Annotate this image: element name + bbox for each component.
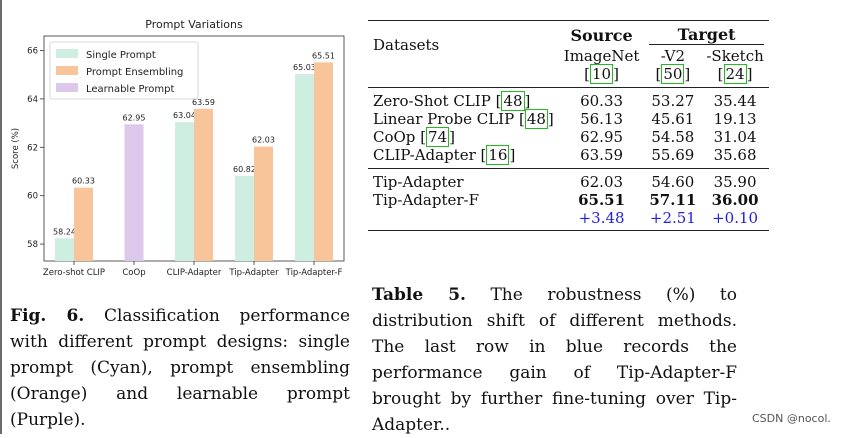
x-tick-label: Tip-Adapter (228, 268, 279, 278)
subheader-v2: -V2 (660, 47, 686, 65)
bar (175, 122, 194, 262)
header-target: Target (644, 20, 769, 45)
legend-box (49, 41, 199, 100)
table-subheader-row: ImageNet -V2 -Sketch (368, 45, 769, 65)
header-target-label: Target (649, 25, 764, 45)
value-cell: 54.58 (651, 128, 695, 146)
value-cell: 55.69 (651, 146, 695, 164)
page-left-border (0, 0, 2, 434)
figure-caption-text: Classification performance with differen… (10, 306, 351, 430)
x-tick-label: Zero-shot CLIP (43, 268, 105, 278)
bar (295, 73, 314, 261)
value-cell: 35.44 (701, 87, 769, 110)
legend-swatch (56, 83, 78, 92)
ref-sketch: [24] (717, 64, 753, 84)
method-cell: Zero-Shot CLIP [48] (368, 87, 559, 111)
value-cell: 60.33 (558, 87, 645, 110)
gain-cell: +2.51 (644, 209, 702, 231)
value-cell: 45.61 (651, 110, 695, 128)
value-cell: 53.27 (644, 87, 702, 110)
y-axis-label: Score (%) (11, 128, 21, 169)
chart-title: Prompt Variations (145, 18, 243, 31)
value-cell: 35.90 (701, 168, 769, 191)
table-row: Tip-Adapter 62.03 54.60 35.90 (368, 168, 769, 191)
legend-label: Learnable Prompt (86, 84, 174, 95)
ref-v2: [50] (655, 64, 691, 84)
table-row: Linear Probe CLIP [48] 56.13 45.61 19.13 (368, 109, 769, 129)
bar (314, 62, 333, 261)
bar (235, 175, 254, 261)
table-ref-row: [10] [50] [24] (368, 64, 769, 88)
figure-caption: Fig. 6. Classification performance with … (10, 303, 350, 433)
gain-cell: +3.48 (558, 209, 645, 231)
table-row: Zero-Shot CLIP [48] 60.33 53.27 35.44 (368, 87, 769, 111)
bar (55, 238, 74, 261)
y-tick-label: 62 (27, 143, 38, 153)
value-cell: 65.51 (578, 191, 626, 209)
prompt-variations-chart: Prompt Variations 58 60 62 64 66 Score (%) 58.2… (11, 18, 345, 278)
table-caption-text: The robustness (%) to distribution shift… (372, 285, 737, 435)
table-row: CLIP-Adapter [16] 63.59 55.69 35.68 (368, 145, 769, 169)
table-row: Tip-Adapter-F 65.51 57.11 36.00 (368, 191, 769, 209)
bar-data-label: 60.82 (233, 165, 256, 174)
bar-data-label: 63.59 (192, 98, 215, 107)
legend-swatch (56, 66, 78, 75)
value-cell: 56.13 (580, 110, 624, 128)
method-cell: Tip-Adapter-F (373, 191, 480, 209)
bar (74, 187, 93, 261)
bar (194, 108, 213, 262)
value-cell: 36.00 (711, 191, 759, 209)
bar-data-label: 62.95 (123, 113, 146, 122)
x-tick-label: Tip-Adapter-F (285, 268, 343, 278)
legend-swatch (56, 49, 78, 58)
subheader-sketch: -Sketch (706, 47, 764, 65)
value-cell: 62.95 (580, 128, 624, 146)
bar-data-label: 62.03 (252, 136, 275, 145)
bar-data-label: 65.03 (293, 63, 316, 72)
value-cell: 31.04 (713, 128, 757, 146)
robustness-table: Datasets Source Target ImageNet -V2 -Ske… (368, 20, 769, 231)
x-tick-label: CLIP-Adapter (167, 268, 222, 278)
y-tick-label: 64 (27, 95, 38, 105)
watermark: CSDN @nocol. (752, 412, 831, 425)
table-row: CoOp [74] 62.95 54.58 31.04 (368, 127, 769, 147)
method-cell: Linear Probe CLIP [48] (373, 109, 554, 129)
ref-imagenet: [10] (584, 64, 619, 84)
header-source: Source (558, 20, 645, 45)
method-cell: Tip-Adapter (368, 168, 559, 191)
value-cell: 19.13 (713, 110, 757, 128)
x-tick-label: CoOp (122, 268, 145, 278)
table-gain-row: +3.48 +2.51 +0.10 (368, 209, 769, 231)
value-cell: 35.68 (713, 146, 757, 164)
table-caption-label: Table 5. (372, 285, 466, 305)
legend-label: Prompt Ensembling (86, 67, 183, 78)
figure-caption-label: Fig. 6. (10, 306, 85, 326)
header-datasets: Datasets (368, 20, 559, 65)
method-cell: CoOp [74] (373, 127, 455, 147)
value-cell: 63.59 (580, 146, 624, 164)
table-caption: Table 5. The robustness (%) to distribut… (372, 282, 737, 438)
value-cell: 62.03 (558, 168, 645, 191)
value-cell: 54.60 (644, 168, 702, 191)
bar-data-label: 65.51 (312, 51, 335, 60)
bar (254, 146, 273, 261)
bar (124, 124, 144, 261)
table-header-row: Datasets Source Target (368, 20, 769, 65)
y-tick-label: 60 (27, 192, 38, 202)
method-cell: CLIP-Adapter [16] (373, 145, 516, 165)
bar-data-label: 58.24 (53, 227, 76, 236)
y-tick-label: 66 (27, 47, 38, 57)
value-cell: 57.11 (649, 191, 697, 209)
bar-data-label: 60.33 (72, 177, 95, 186)
bar-data-label: 63.04 (173, 111, 196, 120)
subheader-imagenet: ImageNet (563, 47, 640, 65)
legend-label: Single Prompt (86, 50, 156, 61)
gain-cell: +0.10 (701, 209, 769, 231)
y-tick-label: 58 (27, 240, 38, 250)
